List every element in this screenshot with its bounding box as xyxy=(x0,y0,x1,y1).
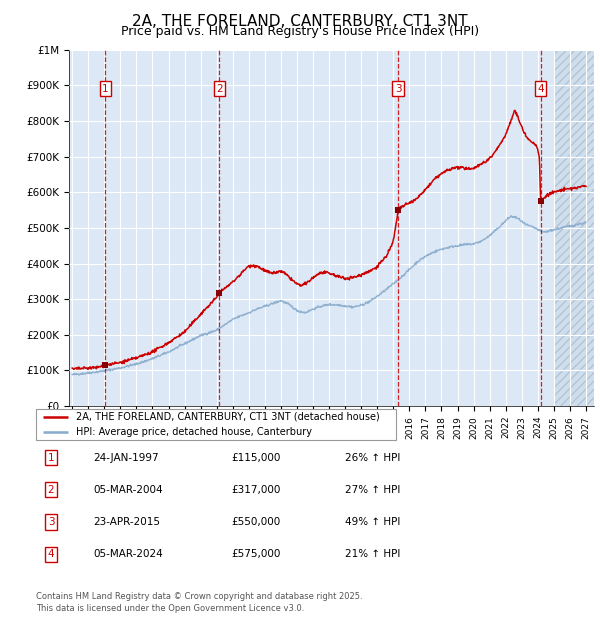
Text: Contains HM Land Registry data © Crown copyright and database right 2025.
This d: Contains HM Land Registry data © Crown c… xyxy=(36,591,362,613)
Text: HPI: Average price, detached house, Canterbury: HPI: Average price, detached house, Cant… xyxy=(76,427,311,438)
Bar xyxy=(554,50,594,406)
Text: £550,000: £550,000 xyxy=(231,517,280,527)
Text: 49% ↑ HPI: 49% ↑ HPI xyxy=(345,517,400,527)
Text: 4: 4 xyxy=(47,549,55,559)
Text: £575,000: £575,000 xyxy=(231,549,280,559)
Text: 05-MAR-2024: 05-MAR-2024 xyxy=(93,549,163,559)
Text: 23-APR-2015: 23-APR-2015 xyxy=(93,517,160,527)
Text: 2A, THE FORELAND, CANTERBURY, CT1 3NT: 2A, THE FORELAND, CANTERBURY, CT1 3NT xyxy=(132,14,468,29)
Text: 1: 1 xyxy=(102,84,109,94)
Text: 2: 2 xyxy=(47,485,55,495)
Text: 24-JAN-1997: 24-JAN-1997 xyxy=(93,453,158,463)
Text: 21% ↑ HPI: 21% ↑ HPI xyxy=(345,549,400,559)
Text: 3: 3 xyxy=(395,84,401,94)
Text: £317,000: £317,000 xyxy=(231,485,280,495)
FancyBboxPatch shape xyxy=(36,409,396,440)
Text: 2A, THE FORELAND, CANTERBURY, CT1 3NT (detached house): 2A, THE FORELAND, CANTERBURY, CT1 3NT (d… xyxy=(76,412,379,422)
Bar xyxy=(554,0,594,424)
Text: Price paid vs. HM Land Registry's House Price Index (HPI): Price paid vs. HM Land Registry's House … xyxy=(121,25,479,38)
Text: £115,000: £115,000 xyxy=(231,453,280,463)
Text: 26% ↑ HPI: 26% ↑ HPI xyxy=(345,453,400,463)
Text: 4: 4 xyxy=(537,84,544,94)
Text: 05-MAR-2004: 05-MAR-2004 xyxy=(93,485,163,495)
Text: 2: 2 xyxy=(216,84,223,94)
Text: 3: 3 xyxy=(47,517,55,527)
Text: 1: 1 xyxy=(47,453,55,463)
Text: 27% ↑ HPI: 27% ↑ HPI xyxy=(345,485,400,495)
